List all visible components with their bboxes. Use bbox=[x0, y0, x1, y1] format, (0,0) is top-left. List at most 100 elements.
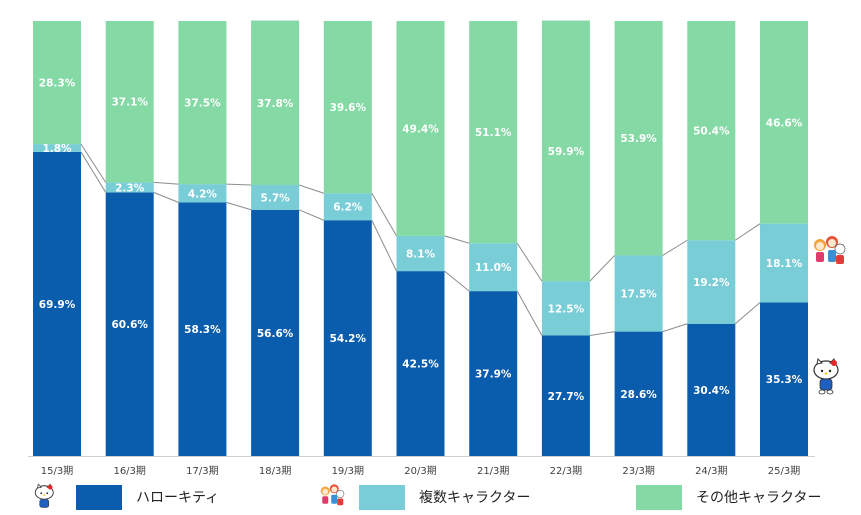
data-label: 49.4% bbox=[402, 123, 439, 135]
data-label: 53.9% bbox=[620, 133, 657, 145]
bar-segment bbox=[33, 151, 81, 456]
bar-segment bbox=[251, 184, 300, 210]
bar-segment bbox=[33, 21, 81, 145]
data-label: 1.8% bbox=[42, 143, 72, 155]
legend-swatch-other bbox=[636, 484, 682, 510]
data-label: 37.5% bbox=[184, 98, 221, 110]
connector-line bbox=[516, 243, 543, 282]
connector-line bbox=[153, 181, 179, 185]
data-label: 28.3% bbox=[39, 78, 76, 90]
x-tick-label: 23/3期 bbox=[622, 465, 654, 477]
data-label: 28.6% bbox=[620, 389, 657, 401]
connector-line bbox=[662, 323, 688, 333]
x-tick-label: 18/3期 bbox=[259, 465, 291, 477]
bar-segment bbox=[396, 235, 445, 272]
bar-segment bbox=[614, 255, 663, 332]
connector-line bbox=[80, 143, 107, 183]
data-label: 12.5% bbox=[548, 303, 585, 315]
bar-segment bbox=[251, 209, 300, 456]
connector-line bbox=[371, 193, 397, 237]
connector-line bbox=[589, 255, 615, 282]
data-label: 51.1% bbox=[475, 127, 512, 139]
legend-item-kitty: ハローキティ bbox=[30, 482, 219, 512]
bar-segment bbox=[323, 21, 372, 194]
bar-segment bbox=[105, 192, 154, 456]
bar-segment bbox=[541, 335, 590, 456]
x-tick-label: 25/3期 bbox=[768, 465, 800, 477]
data-label: 59.9% bbox=[548, 146, 585, 158]
data-label: 35.3% bbox=[766, 374, 803, 386]
connector-line bbox=[662, 239, 688, 256]
bar-segment bbox=[687, 240, 736, 324]
bar-segment bbox=[541, 20, 590, 282]
data-label: 58.3% bbox=[184, 324, 221, 336]
bar-segment bbox=[469, 243, 518, 292]
bar-segment bbox=[105, 182, 154, 193]
data-label: 60.6% bbox=[111, 319, 148, 331]
connector-line bbox=[298, 184, 324, 194]
x-tick-label: 17/3期 bbox=[186, 465, 218, 477]
legend-swatch-kitty bbox=[76, 484, 122, 510]
bar-segment bbox=[687, 323, 736, 456]
bar-segment bbox=[178, 184, 227, 203]
bar-segment bbox=[105, 21, 154, 183]
legend-label-other: その他キャラクター bbox=[696, 490, 822, 506]
connector-line bbox=[589, 331, 615, 336]
data-label: 11.0% bbox=[475, 262, 512, 274]
connector-line bbox=[226, 201, 252, 211]
data-label: 6.2% bbox=[333, 202, 363, 214]
legend-label-multi: 複数キャラクター bbox=[419, 490, 531, 506]
data-label: 2.3% bbox=[115, 182, 145, 194]
data-label: 39.6% bbox=[330, 102, 367, 114]
character-group-icon bbox=[320, 484, 345, 506]
legend-item-other: その他キャラクター bbox=[636, 482, 821, 512]
bar-segment bbox=[323, 220, 372, 456]
legend-label-kitty: ハローキティ bbox=[136, 490, 220, 506]
data-label: 56.6% bbox=[257, 328, 294, 340]
bar-segment bbox=[760, 223, 808, 303]
data-label: 50.4% bbox=[693, 126, 730, 138]
stacked-bar-chart: 69.9% 1.8% 28.3% 15/3期 60.6% 2.3% 37.1% 16/3期 58… bbox=[28, 20, 815, 477]
data-label: 42.5% bbox=[402, 359, 439, 371]
data-label: 30.4% bbox=[693, 385, 730, 397]
data-label: 5.7% bbox=[261, 192, 291, 204]
data-label: 37.8% bbox=[257, 98, 294, 110]
data-label: 4.2% bbox=[188, 188, 218, 200]
bar-segment bbox=[469, 291, 518, 456]
connector-line bbox=[735, 223, 761, 241]
bar-segment bbox=[760, 302, 808, 456]
x-tick-label: 21/3期 bbox=[477, 465, 509, 477]
data-label: 18.1% bbox=[766, 258, 803, 270]
bar-segment bbox=[396, 271, 445, 456]
connector-line bbox=[298, 209, 324, 221]
data-label: 37.9% bbox=[475, 369, 512, 381]
data-label: 8.1% bbox=[406, 249, 436, 261]
data-label: 69.9% bbox=[39, 299, 76, 311]
bar-segment bbox=[396, 21, 445, 236]
connector-line bbox=[371, 220, 397, 272]
x-tick-label: 16/3期 bbox=[113, 465, 145, 477]
bar-segment bbox=[251, 20, 300, 185]
bar-segment bbox=[614, 331, 663, 456]
bar-segment bbox=[178, 21, 227, 185]
character-group-icon bbox=[814, 236, 846, 264]
data-label: 37.1% bbox=[111, 97, 148, 109]
x-tick-label: 19/3期 bbox=[332, 465, 364, 477]
connector-line bbox=[226, 183, 252, 186]
data-label: 17.5% bbox=[620, 289, 657, 301]
x-tick-label: 22/3期 bbox=[550, 465, 582, 477]
bar-segment bbox=[178, 202, 227, 456]
bar-segment bbox=[760, 21, 808, 224]
data-label: 54.2% bbox=[330, 333, 367, 345]
x-tick-label: 15/3期 bbox=[41, 465, 73, 477]
connector-line bbox=[80, 151, 107, 193]
hello-kitty-icon bbox=[813, 357, 839, 395]
hello-kitty-icon bbox=[34, 483, 54, 508]
bar-segment bbox=[614, 21, 663, 256]
connector-line bbox=[734, 302, 761, 325]
legend-item-multi: 複数キャラクター bbox=[315, 482, 530, 512]
bar-segment bbox=[469, 21, 518, 244]
bar-segment bbox=[687, 21, 736, 241]
connector-line bbox=[153, 191, 179, 203]
connector-line bbox=[516, 290, 543, 336]
